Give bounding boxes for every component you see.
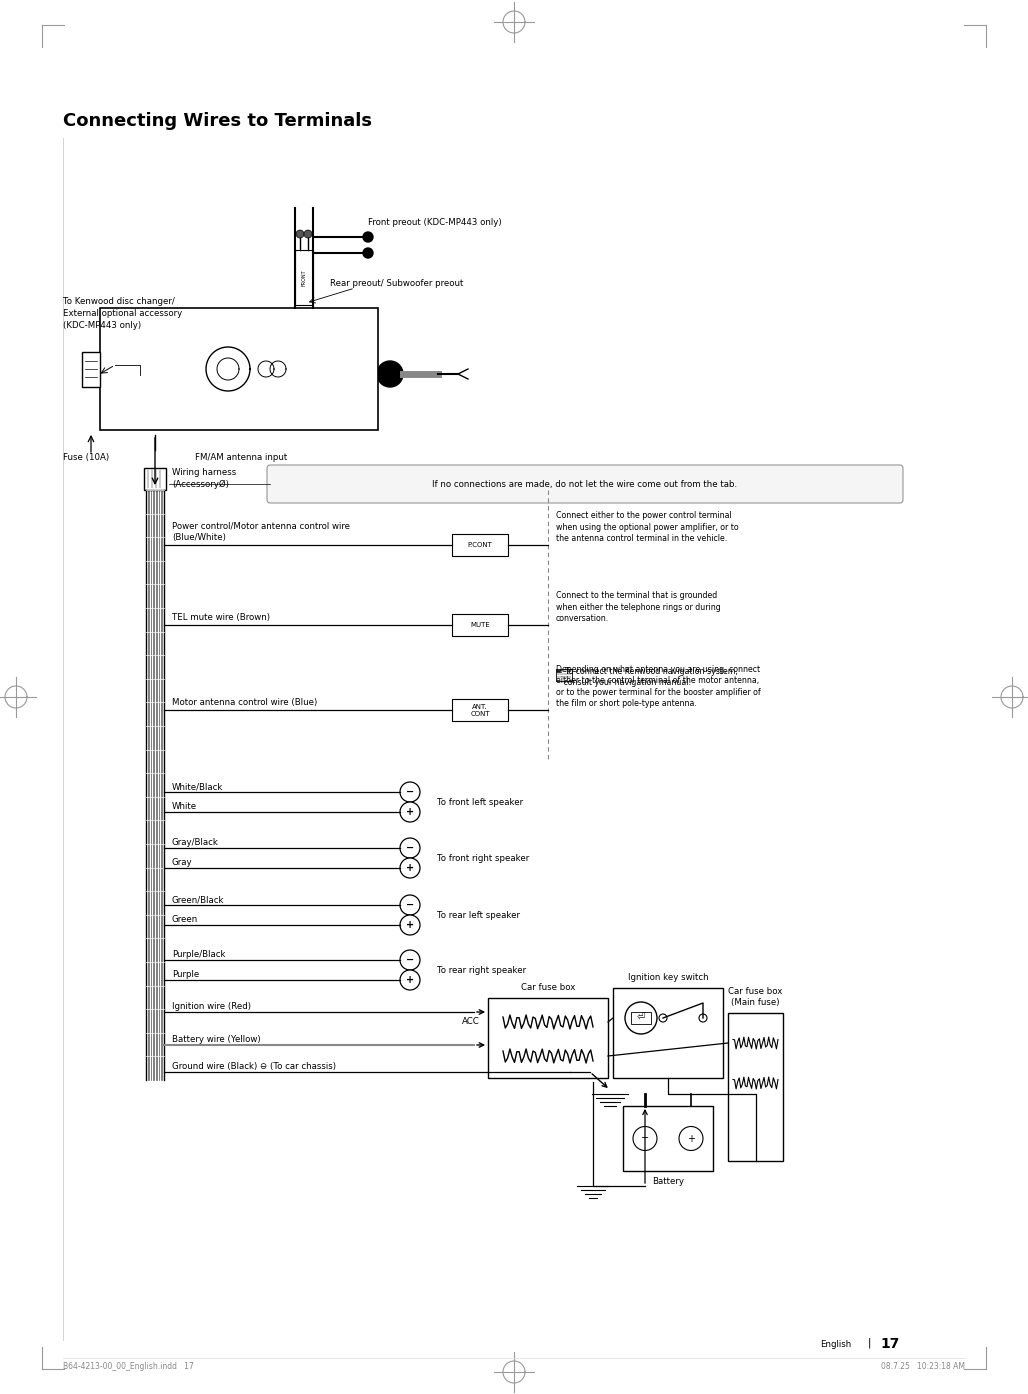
Bar [623,1105,713,1171]
Text: ≡ To connect the Kenwood navigation system,
   consult your navigation manual.: ≡ To connect the Kenwood navigation syst… [556,666,738,687]
Text: ⏎: ⏎ [637,1013,645,1023]
Text: 17: 17 [880,1337,900,1351]
Circle shape [400,895,420,914]
Text: White/Black: White/Black [172,782,223,790]
Circle shape [400,782,420,802]
Text: Car fuse box: Car fuse box [521,983,576,993]
Bar [613,988,723,1078]
Text: TEL mute wire (Brown): TEL mute wire (Brown) [172,613,270,622]
Text: Gray: Gray [172,857,192,867]
Text: Battery: Battery [652,1177,684,1186]
Bar [295,250,313,305]
Text: +: + [687,1133,695,1143]
Text: 08.7.25   10:23:18 AM: 08.7.25 10:23:18 AM [881,1362,965,1372]
Text: +: + [406,863,414,873]
Bar [452,613,508,636]
Bar [198,339,258,399]
Text: Purple: Purple [172,970,199,979]
Bar [100,308,378,429]
Text: Power control/Motor antenna control wire
(Blue/White): Power control/Motor antenna control wire… [172,521,350,542]
Text: Ground wire (Black) ⊖ (To car chassis): Ground wire (Black) ⊖ (To car chassis) [172,1062,336,1071]
Text: Fuse (10A): Fuse (10A) [63,453,109,461]
Text: To rear right speaker: To rear right speaker [437,966,526,974]
Text: FRONT: FRONT [301,269,306,286]
Text: If no connections are made, do not let the wire come out from the tab.: If no connections are made, do not let t… [433,480,737,488]
Bar [452,698,508,721]
Bar [144,468,166,491]
Text: English: English [820,1340,851,1349]
Text: −: − [406,901,414,910]
Text: +: + [406,974,414,986]
Text: +: + [406,920,414,930]
Circle shape [400,949,420,970]
Circle shape [296,230,304,238]
Text: FM/AM antenna input: FM/AM antenna input [195,453,287,461]
Circle shape [400,802,420,822]
Text: Green: Green [172,914,198,924]
Text: Front preout (KDC-MP443 only): Front preout (KDC-MP443 only) [368,217,502,226]
Text: Ignition key switch: Ignition key switch [628,973,708,981]
Circle shape [400,838,420,857]
Text: |: | [868,1338,872,1348]
Text: Connecting Wires to Terminals: Connecting Wires to Terminals [63,112,372,130]
Text: To front left speaker: To front left speaker [437,797,523,807]
Bar [631,1012,651,1025]
Bar [488,998,608,1078]
Circle shape [400,857,420,878]
Text: Car fuse box
(Main fuse): Car fuse box (Main fuse) [728,987,782,1006]
Text: B64-4213-00_00_English.indd   17: B64-4213-00_00_English.indd 17 [63,1362,193,1372]
Text: Depending on what antenna you are using, connect
either to the control terminal : Depending on what antenna you are using,… [556,665,761,708]
Bar [82,351,100,386]
Circle shape [363,231,373,243]
FancyBboxPatch shape [267,466,903,503]
Text: −: − [406,955,414,965]
Circle shape [400,914,420,935]
Text: −: − [406,788,414,797]
Text: Purple/Black: Purple/Black [172,949,225,959]
Bar [556,669,572,682]
Text: To Kenwood disc changer/
External optional accessory
(KDC-MP443 only): To Kenwood disc changer/ External option… [63,297,182,329]
Text: To rear left speaker: To rear left speaker [437,910,520,920]
Text: P.CONT: P.CONT [468,542,492,548]
Text: Ignition wire (Red): Ignition wire (Red) [172,1002,251,1011]
Text: Rear preout/ Subwoofer preout: Rear preout/ Subwoofer preout [330,279,464,287]
Text: ACC: ACC [463,1018,480,1026]
Text: −: − [640,1133,649,1143]
Text: Gray/Black: Gray/Black [172,838,219,848]
Text: Connect either to the power control terminal
when using the optional power ampli: Connect either to the power control term… [556,512,739,544]
Bar [452,534,508,556]
Text: White: White [172,802,197,811]
Text: ANT.
CONT: ANT. CONT [470,704,489,717]
Text: Battery wire (Yellow): Battery wire (Yellow) [172,1034,261,1044]
Circle shape [363,248,373,258]
Text: Motor antenna control wire (Blue): Motor antenna control wire (Blue) [172,698,318,707]
Text: Wiring harness
(AccessoryØ): Wiring harness (AccessoryØ) [172,468,236,489]
Text: +: + [406,807,414,817]
Text: −: − [406,843,414,853]
Text: Green/Black: Green/Black [172,895,224,903]
Bar [728,1013,783,1161]
Circle shape [304,230,313,238]
Text: MUTE: MUTE [470,622,490,629]
Circle shape [377,361,403,388]
Text: Connect to the terminal that is grounded
when either the telephone rings or duri: Connect to the terminal that is grounded… [556,591,721,623]
Text: To front right speaker: To front right speaker [437,853,529,863]
Circle shape [400,970,420,990]
